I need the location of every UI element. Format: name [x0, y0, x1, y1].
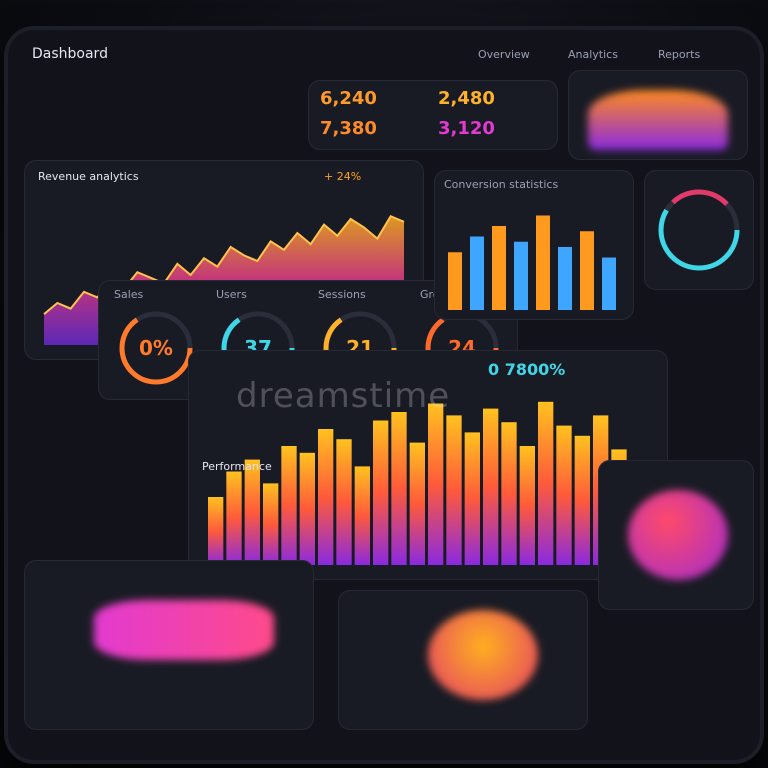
left-bottom-panel	[24, 560, 314, 730]
bar	[483, 408, 499, 565]
blob-panel	[598, 460, 754, 610]
mini-bar	[470, 236, 484, 310]
kpi-4: 3,120	[438, 118, 495, 139]
mini-bar	[536, 215, 550, 310]
bar	[244, 459, 260, 565]
bar	[373, 420, 389, 565]
tab-overview[interactable]: Overview	[478, 48, 530, 61]
kpi-panel: 6,240 2,480 7,380 3,120	[308, 80, 558, 150]
gauge-label: Sales	[114, 288, 144, 301]
area-shape	[588, 90, 728, 150]
mini-bar	[448, 252, 462, 310]
bar	[574, 435, 590, 565]
bar	[226, 471, 242, 565]
wave-blob	[94, 600, 274, 660]
line-chart-badge: + 24%	[324, 170, 362, 183]
mini-bar-chart	[448, 215, 616, 310]
tab-reports[interactable]: Reports	[658, 48, 701, 61]
gauge-label: Sessions	[318, 288, 366, 301]
sun-blob	[428, 610, 538, 700]
app-title: Dashboard	[32, 46, 108, 62]
bar	[354, 466, 370, 565]
bar	[538, 401, 554, 565]
area-panel	[568, 70, 748, 160]
bar	[519, 446, 535, 565]
mini-bars-title: Conversion statistics	[444, 178, 559, 191]
ring-panel	[644, 170, 754, 290]
gauge-value: 0%	[139, 336, 173, 360]
watermark: dreamstime	[236, 376, 451, 416]
tab-analytics[interactable]: Analytics	[568, 48, 618, 61]
kpi-2: 2,480	[438, 88, 495, 109]
mini-bar	[492, 226, 506, 310]
gauge-sales: 0% Sales	[114, 288, 198, 390]
ring-gauge	[658, 189, 740, 271]
bar-chart-badge: 0 7800%	[488, 360, 566, 379]
bar	[299, 452, 315, 565]
bar	[501, 422, 517, 565]
bottom-panel	[338, 590, 588, 730]
mini-bar	[602, 257, 616, 310]
bar	[409, 442, 425, 565]
bar	[556, 425, 572, 565]
bar-chart-title: Performance	[202, 460, 272, 473]
line-chart-title: Revenue analytics	[38, 170, 139, 183]
bar	[428, 403, 444, 565]
gauge-label: Users	[216, 288, 247, 301]
bar	[263, 483, 279, 565]
kpi-3: 7,380	[320, 118, 377, 139]
mini-bar	[514, 241, 528, 310]
tablet-screen: Dashboard Overview Analytics Reports Rev…	[8, 30, 760, 760]
bar	[391, 412, 407, 565]
kpi-1: 6,240	[320, 88, 377, 109]
mini-bars-panel: Conversion statistics	[434, 170, 634, 320]
bar	[446, 415, 462, 565]
bar	[208, 497, 224, 565]
bar	[336, 439, 352, 565]
mini-bar	[580, 231, 594, 310]
bar	[464, 432, 480, 565]
bar	[281, 446, 297, 565]
mini-bar	[558, 247, 572, 310]
bar	[318, 429, 334, 565]
pie-blob	[628, 490, 728, 580]
